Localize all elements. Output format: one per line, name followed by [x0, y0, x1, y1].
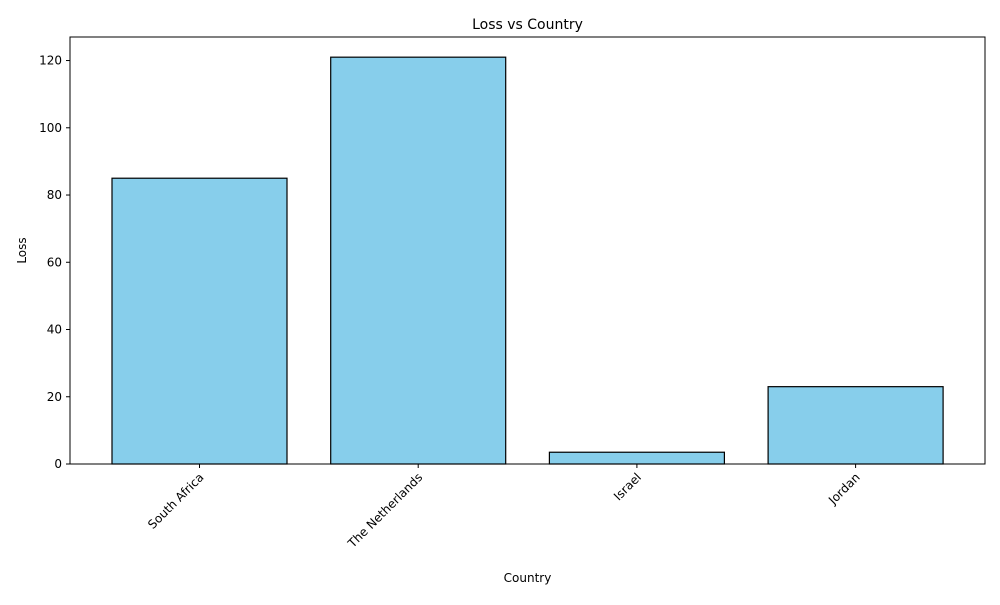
bar	[767, 386, 944, 465]
y-tick-label: 40	[47, 323, 62, 337]
bar	[330, 56, 507, 465]
y-axis-label: Loss	[15, 237, 29, 263]
x-tick-label: Israel	[611, 470, 644, 503]
y-tick-label: 80	[47, 188, 62, 202]
plot-area: 0 20 40 60 80 100 120 South Africa The Netherlan…	[39, 36, 986, 551]
x-tick-label: The Netherlands	[345, 470, 426, 551]
axes-frame	[69, 36, 986, 465]
x-tick-label: South Africa	[145, 470, 206, 531]
chart-title: Loss vs Country	[472, 17, 583, 33]
y-tick-label: 100	[39, 121, 62, 135]
y-tick-label: 60	[47, 255, 62, 269]
x-axis-label: Country	[504, 571, 552, 585]
bar	[111, 177, 288, 465]
y-tick-label: 0	[54, 457, 62, 471]
y-tick-label: 20	[47, 390, 62, 404]
x-tick-label: Jordan	[825, 470, 863, 508]
y-tick-label: 120	[39, 54, 62, 68]
bar	[548, 451, 726, 465]
